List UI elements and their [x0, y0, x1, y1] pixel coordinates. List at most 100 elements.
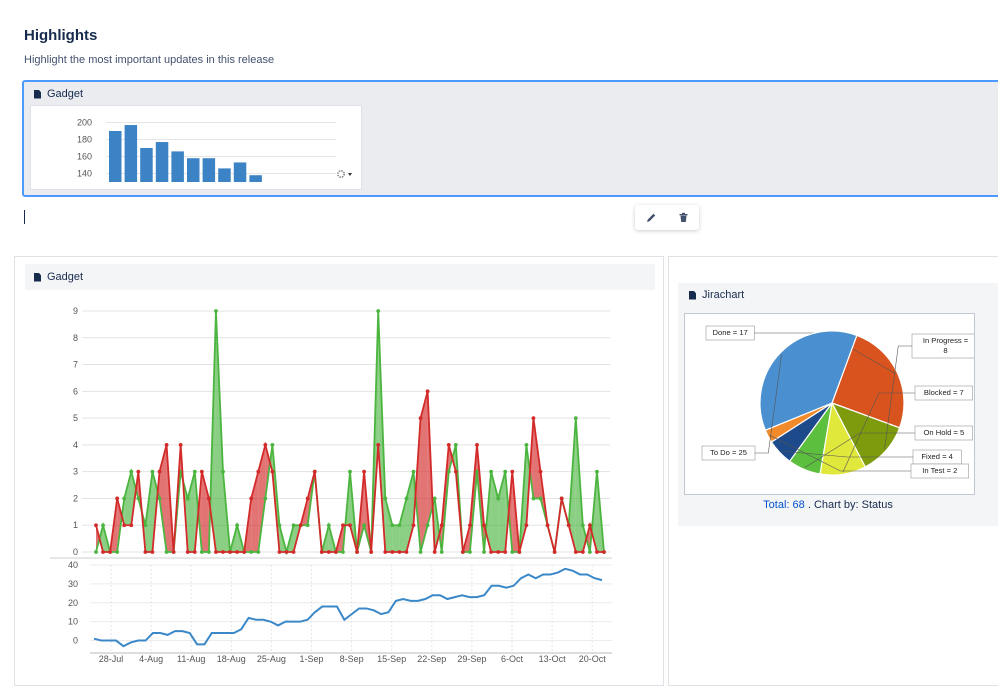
data-point — [101, 550, 105, 554]
x-tick-label: 25-Aug — [257, 654, 286, 664]
edit-button[interactable] — [640, 208, 662, 228]
bar — [202, 158, 216, 182]
x-tick-label: 8-Sep — [340, 654, 364, 664]
data-point — [376, 442, 381, 447]
data-point — [580, 523, 585, 528]
data-point — [122, 523, 127, 528]
pie-slice — [759, 330, 858, 431]
area-segment — [498, 471, 506, 552]
data-point — [383, 550, 388, 554]
data-point — [489, 469, 494, 474]
data-point — [319, 550, 324, 554]
data-point — [171, 550, 176, 554]
data-point — [397, 550, 402, 554]
data-point — [559, 496, 564, 501]
data-point — [538, 469, 543, 474]
data-point — [221, 469, 225, 474]
data-point — [164, 550, 169, 554]
data-point — [482, 550, 486, 554]
y-tick-label: 3 — [73, 467, 78, 477]
data-point — [249, 550, 254, 554]
data-point — [595, 550, 599, 554]
data-point — [192, 469, 197, 474]
delete-button[interactable] — [672, 208, 694, 228]
cumulative-line-chart: 0 10 20 30 40 28-Jul 4-Aug 11-Aug 18-Aug 25-Aug 1-… — [50, 557, 612, 664]
y-tick-label: 10 — [68, 617, 78, 627]
trash-icon — [679, 212, 687, 222]
data-point — [587, 550, 592, 554]
data-point — [595, 469, 599, 474]
data-point — [326, 550, 331, 554]
x-tick-label: 22-Sep — [417, 654, 446, 664]
document-icon — [34, 272, 41, 282]
data-point — [348, 523, 352, 528]
data-point — [277, 523, 282, 528]
y-tick-label: 40 — [68, 560, 78, 570]
data-point — [263, 442, 268, 447]
data-point — [122, 496, 127, 501]
data-point — [326, 523, 331, 528]
gadget-top-title: Gadget — [47, 88, 84, 100]
data-point — [475, 469, 479, 474]
pencil-icon — [646, 213, 655, 222]
data-point — [390, 523, 395, 528]
pie-leader-line — [884, 345, 912, 450]
bar-chart-svg: 140 160 180 200 — [77, 118, 352, 182]
gadget-main-header: Gadget — [25, 264, 655, 290]
data-point — [256, 469, 261, 474]
y-tick-label: 2 — [73, 493, 78, 503]
y-tick-label: 20 — [68, 598, 78, 608]
data-point — [397, 523, 402, 528]
gadget-main-title: Gadget — [47, 271, 84, 283]
data-point — [531, 496, 536, 501]
total-value-link[interactable]: 68 — [792, 499, 805, 511]
data-point — [199, 550, 204, 554]
chevron-down-icon — [348, 173, 352, 176]
data-point — [242, 550, 247, 554]
data-point — [341, 523, 345, 528]
pie-label-box — [705, 325, 755, 341]
data-point — [249, 496, 254, 501]
pie-label: Blocked = 7 — [924, 388, 964, 397]
data-point — [341, 550, 345, 554]
y-tick-label: 160 — [77, 152, 92, 162]
data-point — [157, 496, 162, 501]
data-point — [460, 550, 465, 554]
y-tick-label: 1 — [73, 520, 78, 530]
jirachart-footer: Total: 68 . Chart by: Status — [678, 499, 978, 511]
data-point — [404, 550, 409, 554]
data-point — [489, 550, 494, 554]
bar — [155, 142, 169, 182]
data-point — [510, 550, 515, 554]
data-point — [446, 469, 451, 474]
bar — [249, 175, 262, 182]
data-point — [221, 550, 225, 554]
bar — [140, 148, 153, 182]
text-cursor — [24, 210, 25, 224]
data-point — [256, 550, 261, 554]
data-point — [468, 523, 472, 528]
data-point — [136, 469, 141, 474]
data-point — [383, 496, 388, 501]
pie-chart-frame: Done = 17 In Progress = 8 Blocked = 7 On Hol… — [684, 313, 980, 495]
page-subtitle: Highlight the most important updates in … — [24, 54, 275, 66]
x-tick-label: 20-Oct — [579, 654, 607, 664]
data-point — [115, 550, 120, 554]
data-point — [566, 523, 571, 528]
data-point — [235, 523, 240, 528]
data-point — [185, 550, 190, 554]
x-tick-label: 11-Aug — [177, 654, 205, 664]
data-point — [376, 309, 381, 313]
pie-leader-line — [755, 354, 782, 454]
area-segment — [420, 391, 428, 552]
pie-label: Fixed = 4 — [921, 452, 952, 461]
data-point — [362, 523, 367, 528]
issues-area-chart: 0 1 2 3 4 5 6 7 8 9 — [73, 306, 610, 557]
data-point — [411, 523, 416, 528]
data-point — [453, 442, 458, 447]
cumulative-series-line — [93, 567, 603, 648]
x-tick-label: 1-Sep — [299, 654, 323, 664]
data-point — [206, 550, 211, 554]
data-point — [369, 550, 374, 554]
data-point — [587, 523, 592, 528]
